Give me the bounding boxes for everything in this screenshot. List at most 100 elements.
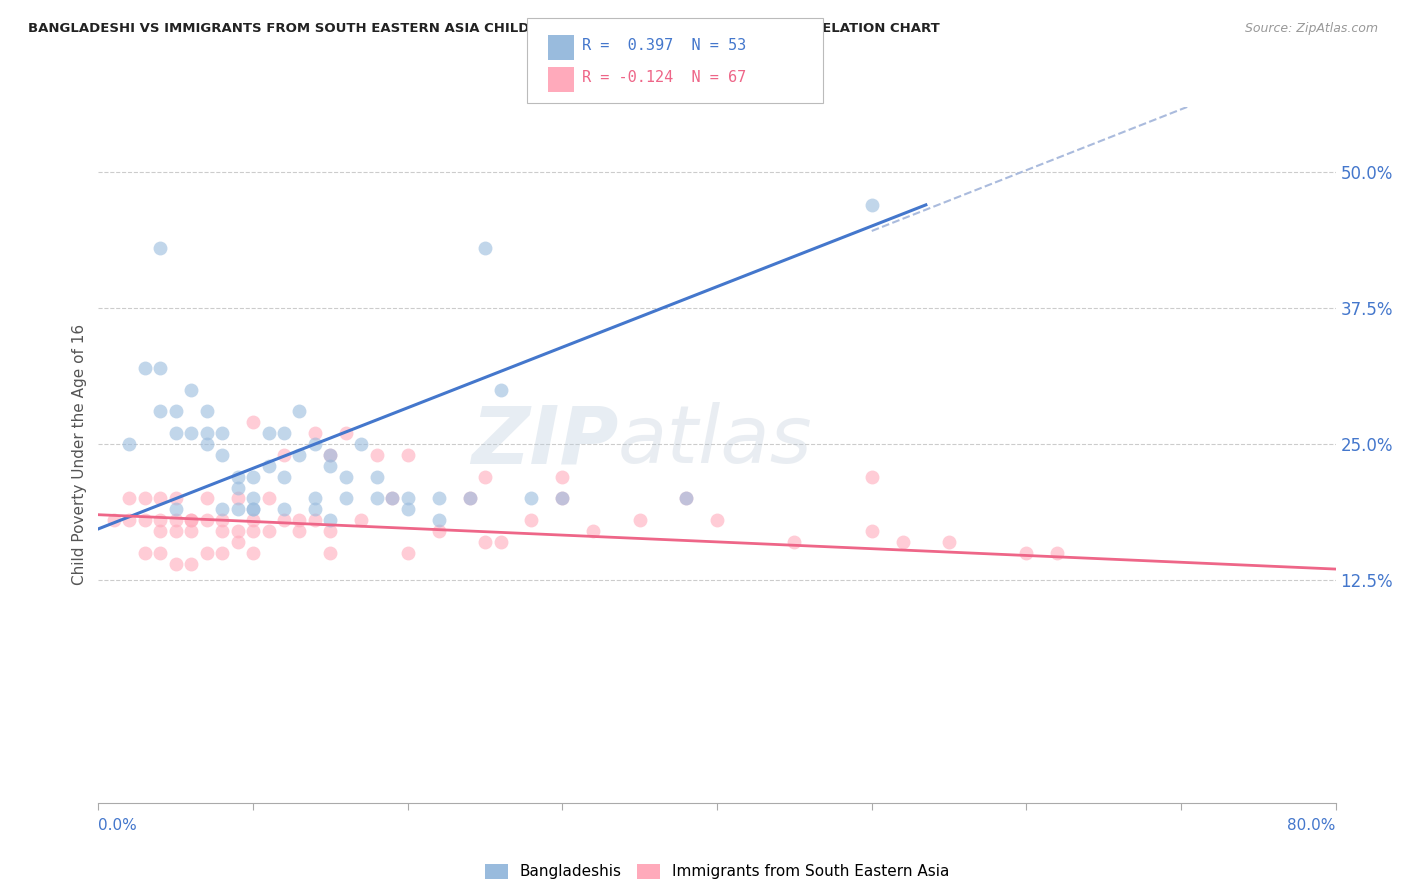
- Point: [381, 491, 404, 506]
- Point: [118, 513, 141, 527]
- Point: [211, 513, 233, 527]
- Point: [396, 448, 419, 462]
- Point: [180, 524, 202, 538]
- Point: [489, 383, 512, 397]
- Point: [211, 448, 233, 462]
- Point: [783, 534, 806, 549]
- Point: [149, 524, 172, 538]
- Point: [350, 437, 373, 451]
- Point: [273, 502, 295, 516]
- Point: [242, 415, 264, 429]
- Point: [335, 469, 357, 483]
- Point: [304, 426, 326, 441]
- Point: [474, 241, 496, 255]
- Point: [242, 502, 264, 516]
- Point: [938, 534, 960, 549]
- Point: [582, 524, 605, 538]
- Point: [195, 491, 218, 506]
- Point: [180, 513, 202, 527]
- Point: [319, 448, 342, 462]
- Point: [304, 513, 326, 527]
- Point: [860, 524, 883, 538]
- Point: [195, 546, 218, 560]
- Point: [226, 524, 249, 538]
- Point: [242, 524, 264, 538]
- Point: [381, 491, 404, 506]
- Point: [195, 437, 218, 451]
- Point: [257, 524, 280, 538]
- Point: [1015, 546, 1038, 560]
- Point: [319, 448, 342, 462]
- Point: [427, 491, 450, 506]
- Point: [288, 404, 311, 418]
- Point: [242, 546, 264, 560]
- Point: [366, 469, 388, 483]
- Point: [149, 241, 172, 255]
- Text: atlas: atlas: [619, 402, 813, 480]
- Point: [242, 491, 264, 506]
- Point: [675, 491, 697, 506]
- Point: [165, 557, 187, 571]
- Point: [474, 534, 496, 549]
- Point: [335, 426, 357, 441]
- Point: [149, 546, 172, 560]
- Point: [211, 546, 233, 560]
- Point: [396, 546, 419, 560]
- Point: [226, 534, 249, 549]
- Point: [118, 491, 141, 506]
- Point: [165, 513, 187, 527]
- Point: [350, 513, 373, 527]
- Point: [319, 513, 342, 527]
- Point: [180, 426, 202, 441]
- Point: [304, 502, 326, 516]
- Point: [288, 524, 311, 538]
- Point: [520, 491, 543, 506]
- Point: [242, 502, 264, 516]
- Point: [891, 534, 914, 549]
- Point: [226, 491, 249, 506]
- Point: [458, 491, 481, 506]
- Point: [134, 361, 156, 376]
- Point: [706, 513, 728, 527]
- Point: [134, 546, 156, 560]
- Text: R = -0.124  N = 67: R = -0.124 N = 67: [582, 70, 747, 86]
- Point: [149, 513, 172, 527]
- Point: [195, 404, 218, 418]
- Point: [180, 383, 202, 397]
- Text: Source: ZipAtlas.com: Source: ZipAtlas.com: [1244, 22, 1378, 36]
- Point: [288, 513, 311, 527]
- Point: [273, 469, 295, 483]
- Point: [195, 513, 218, 527]
- Point: [226, 502, 249, 516]
- Point: [520, 513, 543, 527]
- Point: [366, 448, 388, 462]
- Text: BANGLADESHI VS IMMIGRANTS FROM SOUTH EASTERN ASIA CHILD POVERTY UNDER THE AGE OF: BANGLADESHI VS IMMIGRANTS FROM SOUTH EAS…: [28, 22, 939, 36]
- Point: [396, 491, 419, 506]
- Point: [675, 491, 697, 506]
- Point: [257, 458, 280, 473]
- Point: [288, 448, 311, 462]
- Point: [165, 404, 187, 418]
- Text: 80.0%: 80.0%: [1288, 818, 1336, 833]
- Text: 0.0%: 0.0%: [98, 818, 138, 833]
- Point: [304, 491, 326, 506]
- Point: [273, 426, 295, 441]
- Point: [319, 524, 342, 538]
- Text: R =  0.397  N = 53: R = 0.397 N = 53: [582, 38, 747, 54]
- Point: [103, 513, 125, 527]
- Point: [366, 491, 388, 506]
- Point: [149, 491, 172, 506]
- Point: [211, 502, 233, 516]
- Point: [180, 557, 202, 571]
- Point: [165, 524, 187, 538]
- Point: [195, 426, 218, 441]
- Point: [427, 513, 450, 527]
- Point: [551, 491, 574, 506]
- Point: [335, 491, 357, 506]
- Point: [273, 448, 295, 462]
- Point: [242, 513, 264, 527]
- Point: [226, 481, 249, 495]
- Point: [273, 513, 295, 527]
- Point: [319, 458, 342, 473]
- Point: [551, 491, 574, 506]
